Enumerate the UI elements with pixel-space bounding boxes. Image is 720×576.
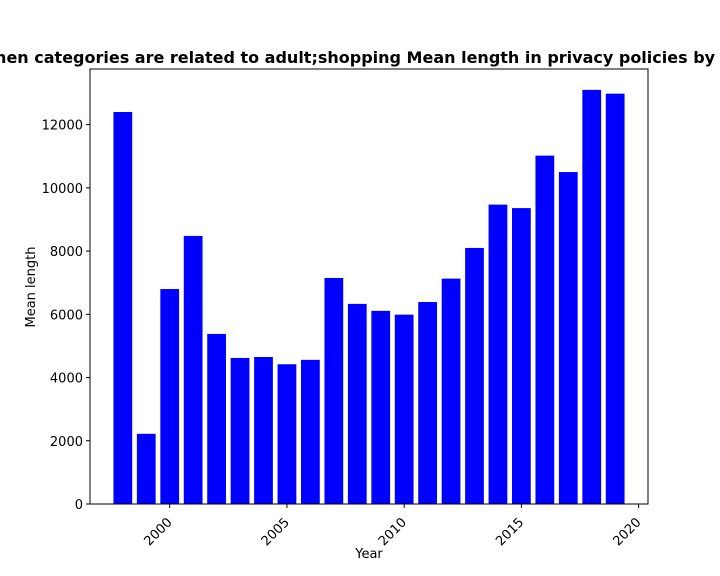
x-tick-label: 2005 [259, 515, 293, 549]
bar-2005 [277, 364, 297, 504]
x-tick-label: 2015 [493, 515, 527, 549]
bar-2014 [488, 204, 508, 504]
bar-2008 [347, 303, 367, 504]
x-tick-label: 2010 [376, 515, 410, 549]
y-tick-label: 10000 [42, 182, 83, 197]
x-tick-label: 2000 [142, 515, 176, 549]
bar-2017 [558, 172, 578, 505]
bar-2004 [254, 356, 273, 504]
x-axis-label: Year [354, 547, 383, 562]
bar-2009 [371, 310, 391, 504]
y-tick-label: 2000 [50, 435, 83, 450]
bar-2001 [183, 235, 203, 504]
y-tick-label: 8000 [50, 245, 83, 260]
bars-group [113, 89, 625, 505]
y-axis-label: Mean length [24, 247, 39, 328]
x-tick-label: 2020 [610, 515, 644, 549]
y-tick-label: 6000 [50, 308, 83, 323]
plot-frame [89, 68, 649, 505]
bar-2002 [207, 333, 226, 504]
bar-1999 [136, 433, 156, 504]
y-tick-label: 4000 [50, 372, 83, 387]
y-tick-label: 12000 [42, 119, 83, 134]
chart-title: When categories are related to adult;sho… [0, 48, 720, 67]
y-axis: 0 2000 4000 6000 8000 10000 12000 [42, 119, 90, 513]
bar-2019 [605, 93, 625, 504]
bar-2003 [230, 357, 250, 504]
bar-2013 [465, 247, 484, 504]
x-axis: 2000 2005 2010 2015 2020 [142, 504, 644, 549]
bar-2018 [582, 89, 602, 505]
bar-2015 [512, 208, 531, 505]
bar-2006 [301, 359, 320, 504]
bar-2007 [324, 277, 344, 504]
bar-2016 [535, 155, 555, 504]
bar-2012 [441, 278, 461, 504]
bar-2000 [160, 289, 180, 504]
bar-1998 [113, 111, 133, 504]
bar-2010 [394, 314, 414, 504]
bar-2011 [418, 301, 437, 504]
y-tick-label: 0 [75, 498, 83, 513]
